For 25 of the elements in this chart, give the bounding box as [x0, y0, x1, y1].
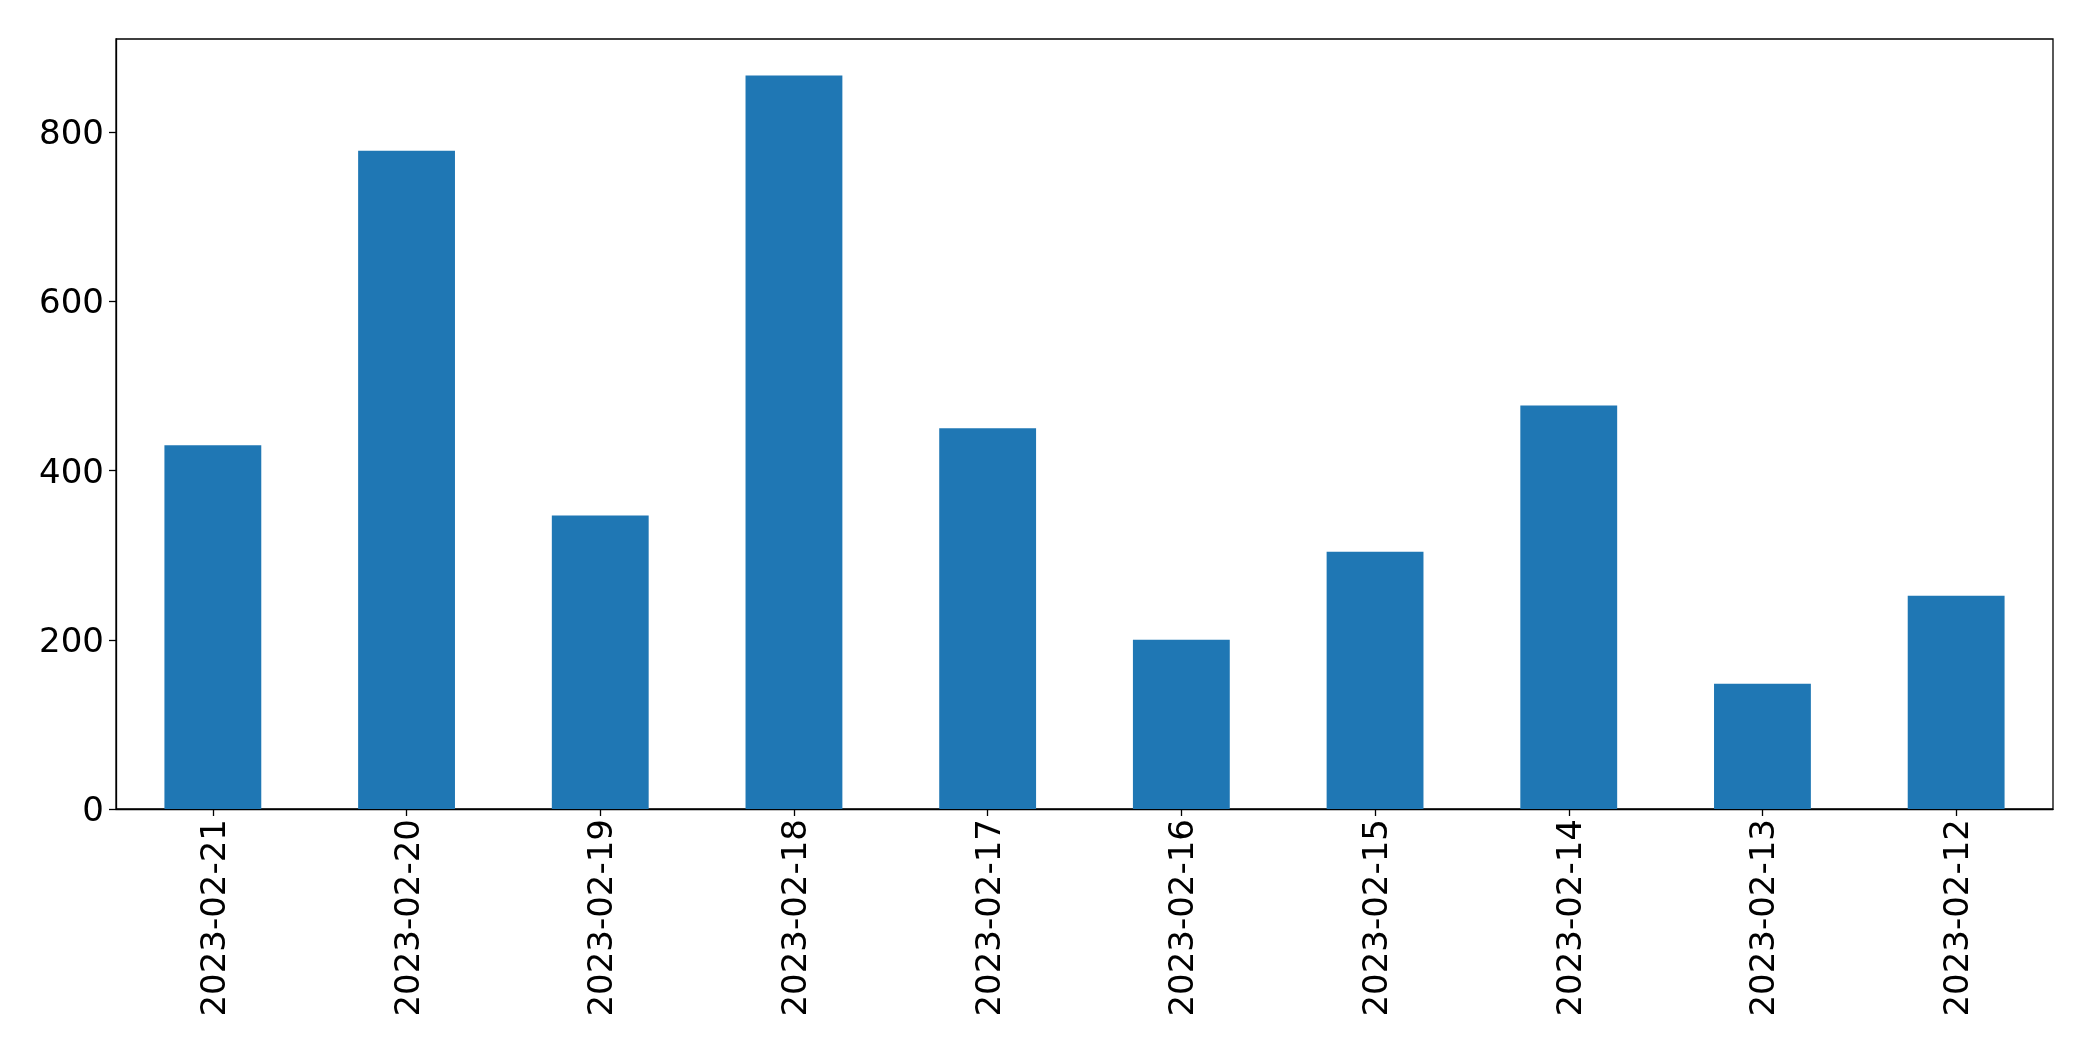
bar — [1520, 405, 1618, 809]
y-tick-label: 200 — [39, 619, 104, 660]
bar — [1132, 639, 1230, 809]
bar — [1907, 595, 2005, 809]
bar — [164, 445, 262, 809]
bar — [551, 515, 649, 809]
bar — [358, 150, 455, 809]
x-tick-label: 2023-02-17 — [967, 819, 1008, 1017]
y-tick-label: 800 — [39, 112, 104, 153]
x-tick-label: 2023-02-12 — [1936, 819, 1977, 1017]
x-tick-label: 2023-02-14 — [1548, 819, 1589, 1017]
x-tick-label: 2023-02-19 — [580, 819, 621, 1017]
x-tick-label: 2023-02-20 — [386, 819, 427, 1017]
y-tick-label: 400 — [39, 450, 104, 491]
y-tick-label: 0 — [82, 789, 104, 829]
bar — [939, 428, 1037, 809]
y-tick-label: 600 — [39, 281, 104, 322]
x-tick-label: 2023-02-15 — [1355, 819, 1396, 1017]
x-tick-label: 2023-02-13 — [1742, 819, 1783, 1017]
bar — [1326, 551, 1424, 809]
bar — [745, 75, 843, 809]
x-tick-label: 2023-02-16 — [1161, 819, 1202, 1017]
x-tick-label: 2023-02-21 — [192, 819, 233, 1017]
bar — [1714, 683, 1811, 809]
x-tick-label: 2023-02-18 — [773, 819, 814, 1017]
